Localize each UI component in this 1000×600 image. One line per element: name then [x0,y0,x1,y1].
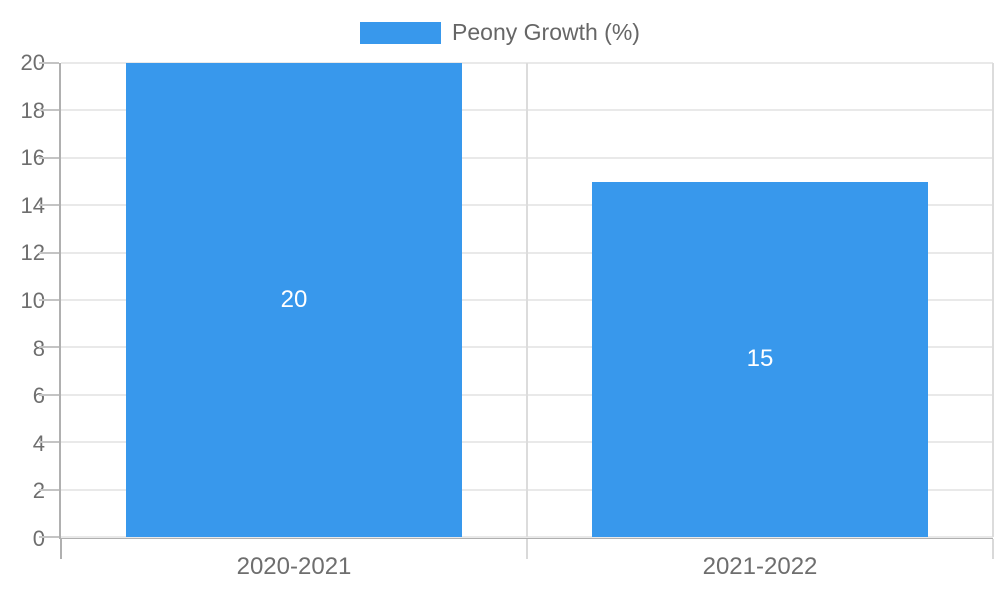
bar-value-label: 20 [280,286,308,313]
y-gridline [61,536,993,538]
y-axis-tick [39,536,59,538]
y-axis-tick-label: 14 [20,192,45,218]
y-axis-tick-label: 6 [33,385,45,407]
y-axis-tick [39,441,59,444]
y-axis-tick [39,393,59,396]
legend-swatch [360,21,442,44]
bar-2021-2022[interactable]: 15 [592,181,928,537]
x-axis-tick [526,539,528,559]
x-axis-labels: 2020-2021 2021-2022 [61,553,993,586]
y-axis-tick [39,156,59,159]
y-axis-tick [39,488,59,491]
x-gridline [992,63,994,537]
y-axis-tick [39,204,59,207]
y-axis-tick [39,299,59,301]
y-axis-tick [39,346,59,349]
x-axis-tick [992,539,994,559]
x-axis-tick [60,539,62,559]
legend-label: Peony Growth (%) [452,19,640,45]
y-axis-tick [39,109,59,112]
y-axis-tick-label: 12 [20,240,45,266]
bar-value-label: 15 [746,345,774,373]
bar-2020-2021[interactable]: 20 [126,63,462,537]
y-axis-tick-label: 8 [33,337,45,360]
x-axis-category-label: 2021-2022 [702,553,818,580]
y-axis-tick-label: 18 [20,97,45,123]
chart-legend[interactable]: Peony Growth (%) [0,19,1000,45]
y-axis-tick [39,251,59,254]
y-axis-tick-label: 4 [32,430,45,456]
y-axis-tick [39,62,59,64]
y-axis-labels: 0 2 4 6 8 10 12 14 16 18 20 [0,52,45,550]
y-axis-tick-label: 20 [20,50,45,75]
y-axis-tick-label: 10 [20,288,45,313]
plot-area: 20 15 [39,62,994,559]
x-axis-category-label: 2020-2021 [236,553,352,580]
y-axis-tick-label: 0 [32,526,45,551]
y-axis-tick-label: 16 [20,145,45,171]
y-axis-tick-label: 2 [32,478,45,504]
x-gridline [526,63,528,537]
